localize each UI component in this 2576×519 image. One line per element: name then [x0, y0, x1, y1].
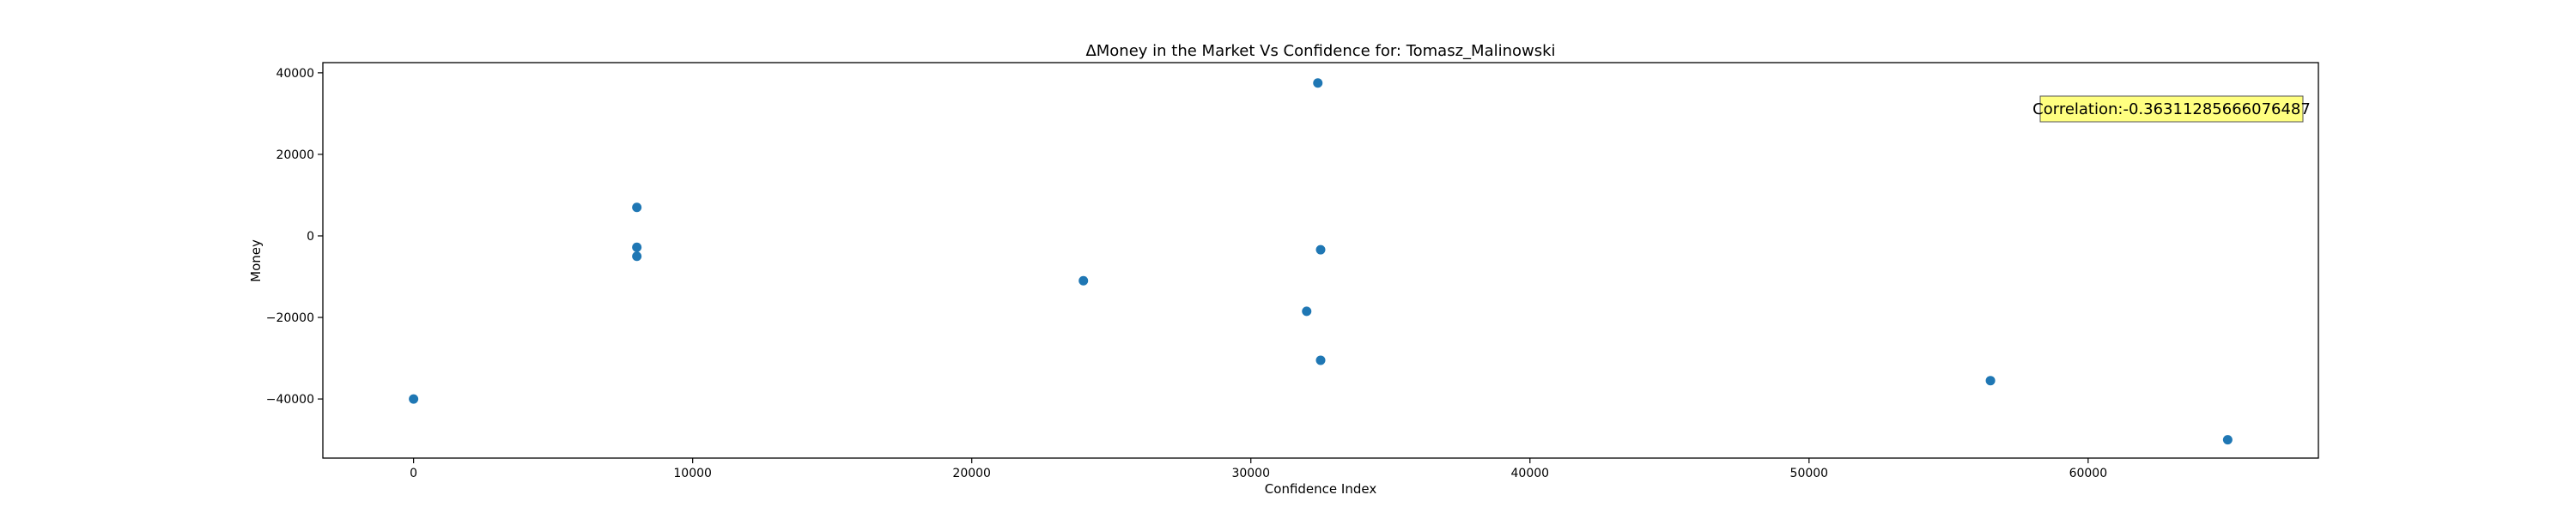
- scatter-point: [2222, 435, 2233, 445]
- scatter-point: [409, 394, 419, 404]
- x-tick-label: 60000: [2069, 467, 2108, 480]
- scatter-point: [1302, 306, 1312, 317]
- scatter-point: [632, 251, 642, 262]
- scatter-point: [1315, 355, 1326, 365]
- scatter-point: [1078, 275, 1089, 286]
- plot-area: [322, 62, 2319, 459]
- chart-title: ΔMoney in the Market Vs Confidence for: …: [1085, 42, 1555, 60]
- scatter-point: [1985, 376, 1996, 386]
- x-tick-label: 0: [410, 467, 417, 480]
- y-tick-label: 20000: [276, 148, 314, 162]
- scatter-point: [632, 242, 642, 252]
- y-tick-label: 40000: [276, 67, 314, 81]
- x-axis-ticks: 0 10000 20000 30000 40000 50000 60000: [410, 458, 2107, 480]
- annotation-box: [2039, 95, 2304, 123]
- correlation-annotation: Correlation:-0.36311285666076487: [2032, 95, 2311, 123]
- annotation-text: Correlation:-0.36311285666076487: [2032, 100, 2311, 118]
- x-tick-label: 30000: [1231, 467, 1270, 480]
- x-axis-label: Confidence Index: [1265, 481, 1377, 497]
- y-tick-label: −40000: [266, 393, 314, 407]
- y-tick-label: −20000: [266, 311, 314, 325]
- x-tick-label: 50000: [1790, 467, 1829, 480]
- scatter-point: [1315, 244, 1326, 255]
- scatter-point: [632, 202, 642, 213]
- x-tick-label: 20000: [952, 467, 991, 480]
- data-points: [409, 78, 2233, 445]
- y-axis-label: Money: [248, 239, 264, 282]
- y-tick-label: 0: [307, 230, 314, 244]
- y-axis-ticks: −40000 −20000 0 20000 40000: [266, 67, 323, 407]
- x-tick-label: 40000: [1511, 467, 1550, 480]
- scatter-point: [1313, 78, 1323, 88]
- x-tick-label: 10000: [673, 467, 712, 480]
